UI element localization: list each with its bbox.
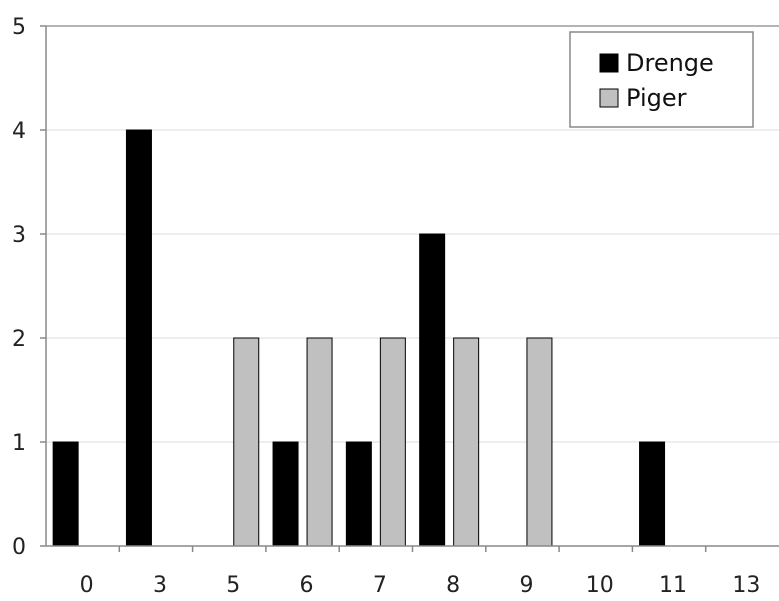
legend-box bbox=[569, 31, 754, 128]
x-tick-label: 9 bbox=[519, 573, 533, 598]
bars bbox=[52, 129, 666, 547]
x-tick-label: 11 bbox=[659, 573, 687, 598]
x-tick-label: 5 bbox=[226, 573, 240, 598]
y-tick-labels: 0 1 2 3 4 5 bbox=[12, 15, 26, 560]
x-tick-label: 13 bbox=[732, 573, 760, 598]
y-tick-label: 2 bbox=[12, 327, 26, 352]
legend: Drenge Piger bbox=[569, 31, 754, 128]
y-tick-label: 0 bbox=[12, 535, 26, 560]
bar-piger bbox=[306, 337, 333, 547]
bar-piger bbox=[453, 337, 480, 547]
y-tick-label: 4 bbox=[12, 119, 26, 144]
y-tick-label: 3 bbox=[12, 223, 26, 248]
x-tick-label: 10 bbox=[586, 573, 614, 598]
legend-swatch-piger bbox=[599, 88, 619, 108]
x-tick-label: 8 bbox=[446, 573, 460, 598]
y-tick-label: 1 bbox=[12, 431, 26, 456]
bar-piger bbox=[379, 337, 406, 547]
legend-label: Piger bbox=[626, 84, 687, 112]
bar-drenge bbox=[272, 441, 299, 547]
bar-drenge bbox=[125, 129, 152, 547]
legend-label: Drenge bbox=[626, 49, 714, 77]
x-tick-label: 6 bbox=[300, 573, 314, 598]
x-tick-labels: 0 3 5 6 7 8 9 10 11 13 bbox=[80, 546, 760, 598]
bar-piger bbox=[233, 337, 260, 547]
gridlines bbox=[40, 25, 779, 547]
x-tick-label: 3 bbox=[153, 573, 167, 598]
bar-drenge bbox=[52, 441, 79, 547]
x-tick-label: 7 bbox=[373, 573, 387, 598]
bar-piger bbox=[526, 337, 553, 547]
legend-swatch-drenge bbox=[599, 53, 619, 73]
bar-drenge bbox=[419, 233, 446, 547]
bar-drenge bbox=[345, 441, 372, 547]
bar-drenge bbox=[639, 441, 666, 547]
y-tick-label: 5 bbox=[12, 15, 26, 40]
x-tick-label: 0 bbox=[80, 573, 94, 598]
